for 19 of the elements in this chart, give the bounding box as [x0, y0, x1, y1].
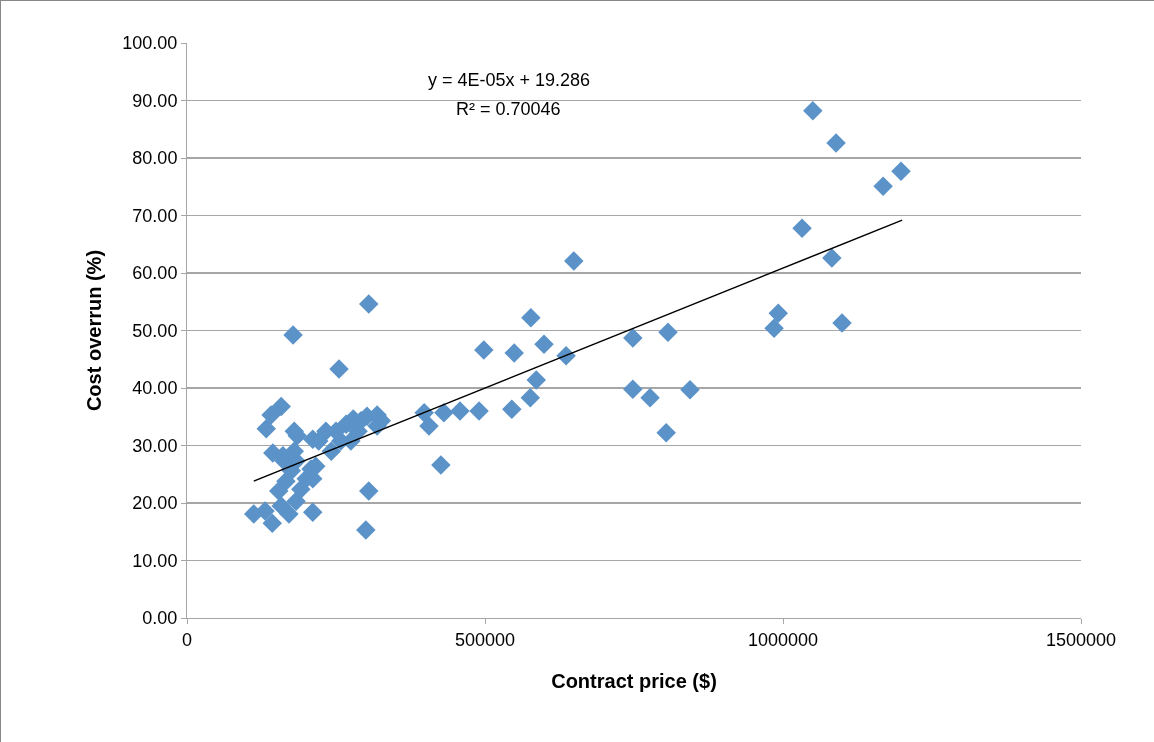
- y-tick-label: 80.00: [132, 148, 178, 169]
- y-tick-label: 60.00: [132, 263, 178, 284]
- x-axis-title: Contract price ($): [551, 670, 717, 693]
- annotation: y = 4E-05x + 19.286: [428, 70, 591, 90]
- annotation: R² = 0.70046: [456, 99, 561, 119]
- y-tick-label: 90.00: [132, 90, 178, 111]
- y-tick-label: 0.00: [142, 608, 178, 629]
- x-tick-label: 500000: [454, 629, 516, 650]
- y-tick-label: 20.00: [132, 493, 178, 514]
- y-tick-label: 100.00: [122, 33, 178, 54]
- x-tick-label: 1500000: [1045, 629, 1117, 650]
- y-tick-label: 70.00: [132, 205, 178, 226]
- x-tick-label: 1000000: [747, 629, 819, 650]
- y-tick-label: 10.00: [132, 550, 178, 571]
- x-tick-label: 0: [181, 629, 193, 650]
- y-tick-label: 40.00: [132, 378, 178, 399]
- y-tick-label: 50.00: [132, 320, 178, 341]
- y-tick-label: 30.00: [132, 435, 178, 456]
- y-axis-title: Cost overrun (%): [82, 249, 105, 412]
